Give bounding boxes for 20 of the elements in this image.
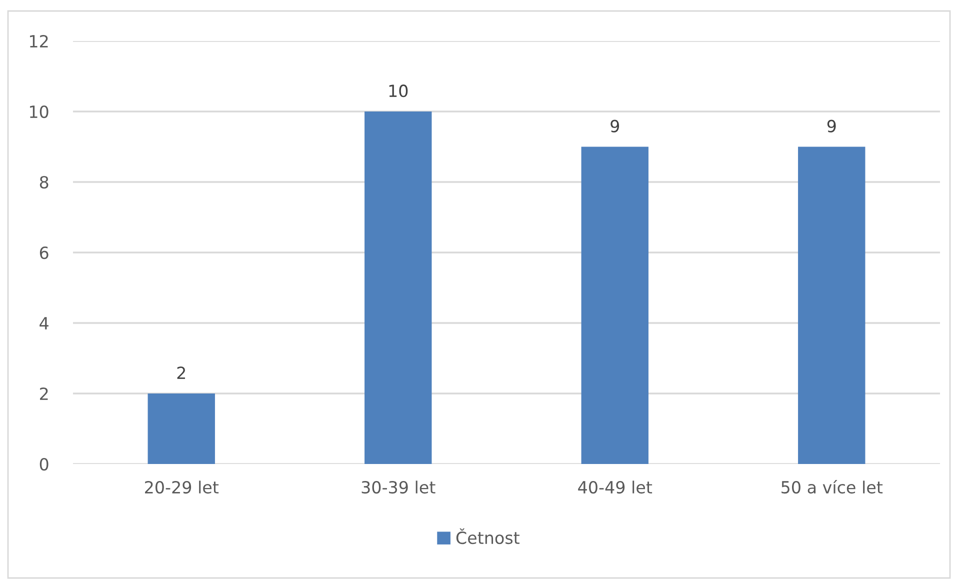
y-tick-label: 10 (30, 105, 48, 118)
y-tick-label: 4 (40, 317, 48, 330)
data-label: 9 (827, 120, 836, 132)
y-tick-label: 12 (30, 34, 48, 48)
bar (798, 146, 866, 464)
x-tick-label: 30-39 let (362, 480, 436, 494)
bar (581, 146, 648, 464)
bar (148, 394, 215, 464)
data-label: 2 (177, 366, 186, 379)
legend-label: Četnost (456, 528, 520, 544)
y-tick-label: 2 (40, 387, 48, 400)
x-tick-label: 40-49 let (578, 480, 652, 494)
y-tick-label: 8 (40, 176, 48, 189)
x-tick-label: 50 a více let (782, 480, 883, 494)
y-tick-label: 6 (40, 246, 48, 260)
data-label: 9 (610, 120, 620, 132)
x-tick-label: 20-29 let (145, 480, 219, 494)
data-label: 10 (389, 84, 408, 98)
bar (364, 112, 432, 464)
y-tick-label: 0 (40, 458, 48, 471)
